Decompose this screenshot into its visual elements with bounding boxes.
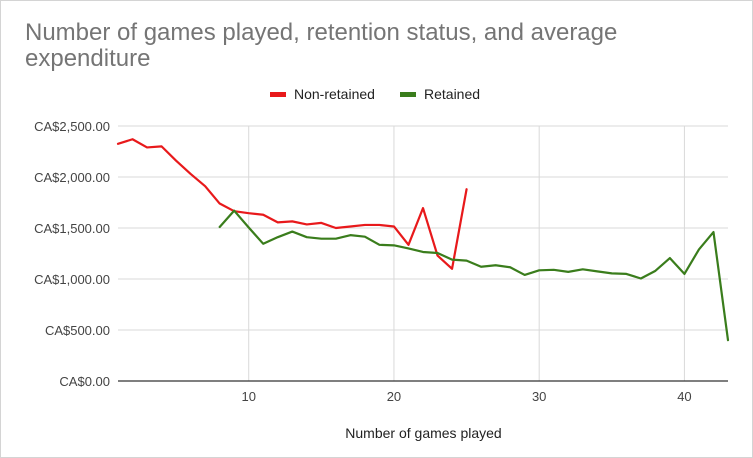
chart-legend: Non-retained Retained xyxy=(0,86,753,106)
grid-lines xyxy=(118,125,728,381)
x-tick-label: 30 xyxy=(532,389,546,404)
legend-swatch-non-retained xyxy=(270,91,286,97)
x-axis-label: Number of games played xyxy=(345,425,502,441)
legend-swatch-retained xyxy=(400,91,416,97)
x-tick-label: 40 xyxy=(677,389,691,404)
y-tick-label: CA$2,500.00 xyxy=(34,119,110,134)
y-tick-label: CA$500.00 xyxy=(45,323,110,338)
series-line-non-retained[interactable] xyxy=(116,138,468,270)
y-tick-label: CA$2,000.00 xyxy=(34,170,110,185)
legend-label-retained: Retained xyxy=(424,86,481,102)
x-tick-label: 20 xyxy=(387,389,401,404)
legend-label-non-retained: Non-retained xyxy=(294,86,375,102)
y-tick-label: CA$1,500.00 xyxy=(34,221,110,236)
series-lines xyxy=(116,138,730,342)
y-tick-label: CA$1,000.00 xyxy=(34,272,110,287)
x-tick-label: 10 xyxy=(241,389,255,404)
legend-item-non-retained[interactable]: Non-retained xyxy=(270,86,375,102)
tick-labels: CA$0.00 CA$500.00 CA$1,000.00 CA$1,500.00 CA… xyxy=(34,119,692,404)
chart-title: Number of games played, retention status… xyxy=(25,19,618,72)
series-line-retained[interactable] xyxy=(218,209,730,342)
legend-item-retained[interactable]: Retained xyxy=(400,86,480,102)
y-tick-label: CA$0.00 xyxy=(59,374,110,389)
